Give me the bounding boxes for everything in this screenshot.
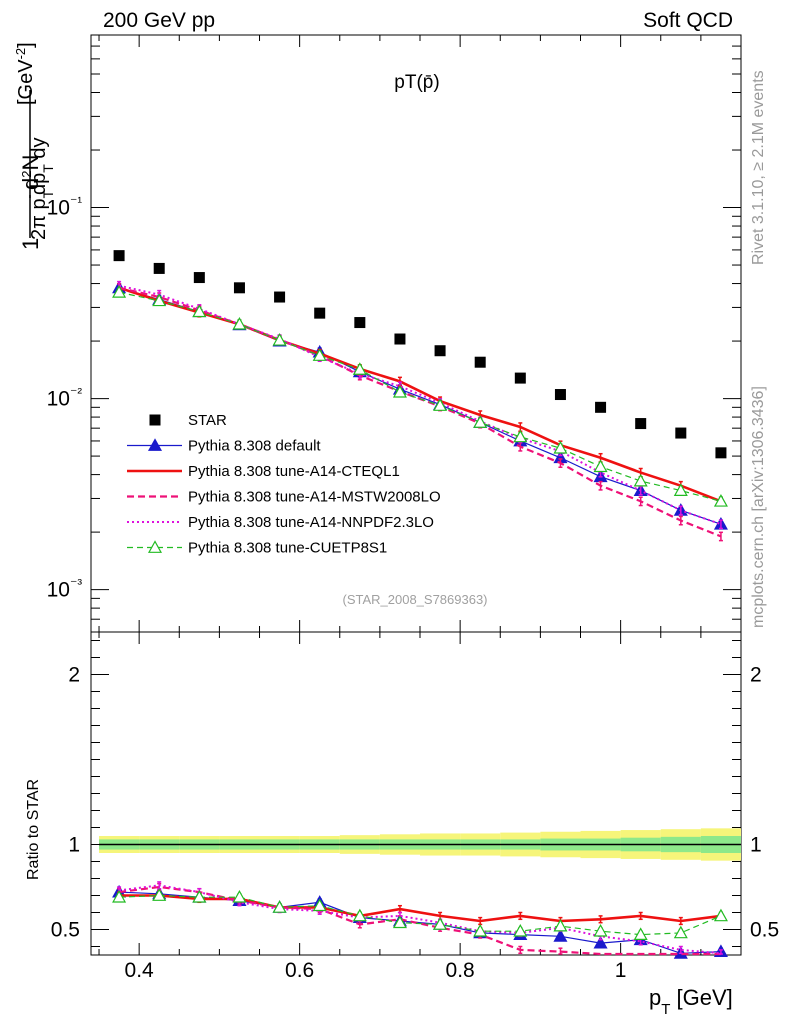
x-tick-label: 0.8: [446, 959, 475, 982]
ratio-frame: [90, 631, 742, 956]
ratio-point-pythia-8-308-tune-cuetp8s1: [593, 923, 608, 937]
star-point: [113, 250, 125, 262]
legend-marker-star: [149, 414, 161, 426]
ratio-point-pythia-8-308-tune-cuetp8s1: [473, 923, 488, 937]
star-point: [394, 333, 406, 345]
series-line-pythia-8-308-tune-cuetp8s1: [118, 291, 722, 502]
ratio-band-layer: [99, 828, 741, 861]
svg-text:pT [GeV]: pT [GeV]: [649, 985, 733, 1018]
legend-label-pythia-8-308-tune-a14-nnpdf2-3lo: Pythia 8.308 tune-A14-NNPDF2.3LO: [188, 514, 434, 531]
x-axis-label: pT [GeV]: [649, 985, 733, 1018]
series-point-pythia-8-308-tune-cuetp8s1: [553, 440, 568, 454]
ref-tag: (STAR_2008_S7869363): [342, 592, 487, 607]
header-right: Soft QCD: [643, 9, 733, 32]
star-point: [193, 272, 205, 284]
series-line-pythia-8-308-tune-a14-nnpdf2-3lo: [118, 284, 722, 526]
star-point: [233, 282, 245, 294]
series-point-pythia-8-308-tune-cuetp8s1: [112, 285, 127, 298]
x-tick-label: 0.4: [125, 959, 155, 982]
legend-label-pythia-8-308-tune-a14-mstw2008lo: Pythia 8.308 tune-A14-MSTW2008LO: [188, 489, 441, 506]
series-point-pythia-8-308-tune-cuetp8s1: [392, 384, 407, 398]
legend-label-pythia-8-308-tune-a14-cteql1: Pythia 8.308 tune-A14-CTEQL1: [188, 463, 400, 480]
axis-ticks-layer: 0.4 0.6 0.8 1 10⁻³ 10⁻² 10⁻¹ 0.5 0.5 1 1 2 2: [47, 34, 779, 982]
ratio-point-pythia-8-308-tune-cuetp8s1: [312, 898, 327, 912]
series-point-pythia-8-308-tune-cuetp8s1: [513, 429, 528, 443]
legend-label-pythia-8-308-tune-cuetp8s1: Pythia 8.308 tune-CUETP8S1: [188, 540, 387, 557]
series-point-pythia-8-308-tune-cuetp8s1: [192, 304, 207, 318]
ratio-line-pythia-8-308-default: [119, 891, 721, 954]
ratio-point-pythia-8-308-tune-cuetp8s1: [232, 889, 247, 903]
series-point-pythia-8-308-tune-cuetp8s1: [713, 494, 728, 507]
ratio-y-axis-label: Ratio to STAR: [25, 779, 42, 880]
star-point: [153, 262, 165, 274]
ratio-tick-label-right: 2: [750, 664, 762, 687]
ratio-point-pythia-8-308-tune-cuetp8s1: [553, 918, 568, 932]
ratio-point-pythia-8-308-tune-cuetp8s1: [392, 915, 407, 929]
legend: STAR Pythia 8.308 default Pythia 8.308 tun…: [127, 412, 441, 557]
x-tick-label: 1: [615, 959, 627, 982]
plot-title: pT(p̄): [394, 72, 439, 93]
ratio-tick-label-left: 1: [68, 834, 80, 857]
ratio-tick-label-left: 2: [68, 664, 80, 687]
ratio-point-pythia-8-308-tune-cuetp8s1: [152, 888, 167, 901]
ratio-line-pythia-8-308-tune-a14-cteql1: [119, 894, 722, 923]
legend-marker-pythia-8-308-default: [147, 438, 163, 451]
legend-label-star: STAR: [188, 412, 227, 429]
star-point: [675, 427, 687, 439]
star-point: [554, 389, 566, 401]
header-left: 200 GeV pp: [103, 9, 215, 32]
star-point: [635, 418, 647, 430]
ratio-tick-label-left: 0.5: [51, 919, 80, 942]
series-point-pythia-8-308-tune-cuetp8s1: [633, 473, 648, 487]
ratio-line-pythia-8-308-tune-a14-nnpdf2-3lo: [118, 884, 722, 955]
ratio-point-pythia-8-308-default: [593, 935, 608, 949]
star-point: [514, 372, 526, 384]
ratio-point-pythia-8-308-tune-cuetp8s1: [433, 917, 448, 930]
star-point: [434, 345, 446, 357]
ratio-point-pythia-8-308-default: [553, 929, 568, 942]
series-point-pythia-8-308-tune-cuetp8s1: [673, 483, 688, 496]
star-point: [595, 401, 607, 413]
main-series-layer: [112, 250, 728, 542]
series-point-pythia-8-308-tune-cuetp8s1: [433, 398, 448, 411]
ratio-point-pythia-8-308-tune-cuetp8s1: [513, 923, 528, 937]
legend-marker-pythia-8-308-tune-cuetp8s1: [147, 540, 163, 553]
ratio-point-pythia-8-308-tune-cuetp8s1: [352, 908, 367, 922]
y-tick-label: 10⁻¹: [47, 194, 83, 220]
ratio-line-pythia-8-308-tune-cuetp8s1: [119, 894, 722, 936]
series-point-pythia-8-308-tune-cuetp8s1: [152, 293, 167, 307]
svg-text:1: 1: [18, 238, 43, 250]
star-point: [474, 356, 486, 368]
site-label: mcplots.cern.ch [arXiv:1306.3436]: [750, 386, 767, 628]
star-point: [274, 291, 286, 303]
rivet-label: Rivet 3.1.10, ≥ 2.1M events: [750, 70, 767, 265]
series-point-pythia-8-308-tune-cuetp8s1: [272, 333, 287, 346]
ratio-point-pythia-8-308-tune-cuetp8s1: [713, 908, 728, 922]
star-point: [354, 317, 366, 329]
legend-label-pythia-8-308-default: Pythia 8.308 default: [188, 438, 321, 455]
series-point-pythia-8-308-tune-cuetp8s1: [352, 362, 367, 375]
ratio-point-pythia-8-308-tune-cuetp8s1: [192, 889, 207, 903]
ratio-tick-label-right: 0.5: [750, 919, 779, 942]
y-tick-label: 10⁻³: [47, 576, 83, 602]
x-tick-label: 0.6: [285, 959, 314, 982]
y-tick-label: 10⁻²: [47, 385, 83, 411]
series-point-pythia-8-308-tune-cuetp8s1: [593, 459, 608, 473]
series-point-pythia-8-308-tune-cuetp8s1: [312, 348, 327, 361]
series-point-pythia-8-308-tune-cuetp8s1: [473, 415, 488, 428]
ratio-point-pythia-8-308-tune-cuetp8s1: [633, 927, 648, 941]
ratio-point-pythia-8-308-tune-cuetp8s1: [673, 925, 688, 939]
svg-text:[GeV-2]: [GeV-2]: [13, 42, 38, 105]
star-point: [314, 307, 326, 319]
ratio-point-pythia-8-308-tune-cuetp8s1: [272, 900, 287, 913]
ratio-tick-label-right: 1: [750, 834, 762, 857]
ratio-series-layer: [112, 881, 728, 959]
series-point-pythia-8-308-tune-cuetp8s1: [232, 316, 247, 330]
ratio-point-pythia-8-308-tune-cuetp8s1: [112, 889, 127, 903]
star-point: [715, 447, 727, 459]
